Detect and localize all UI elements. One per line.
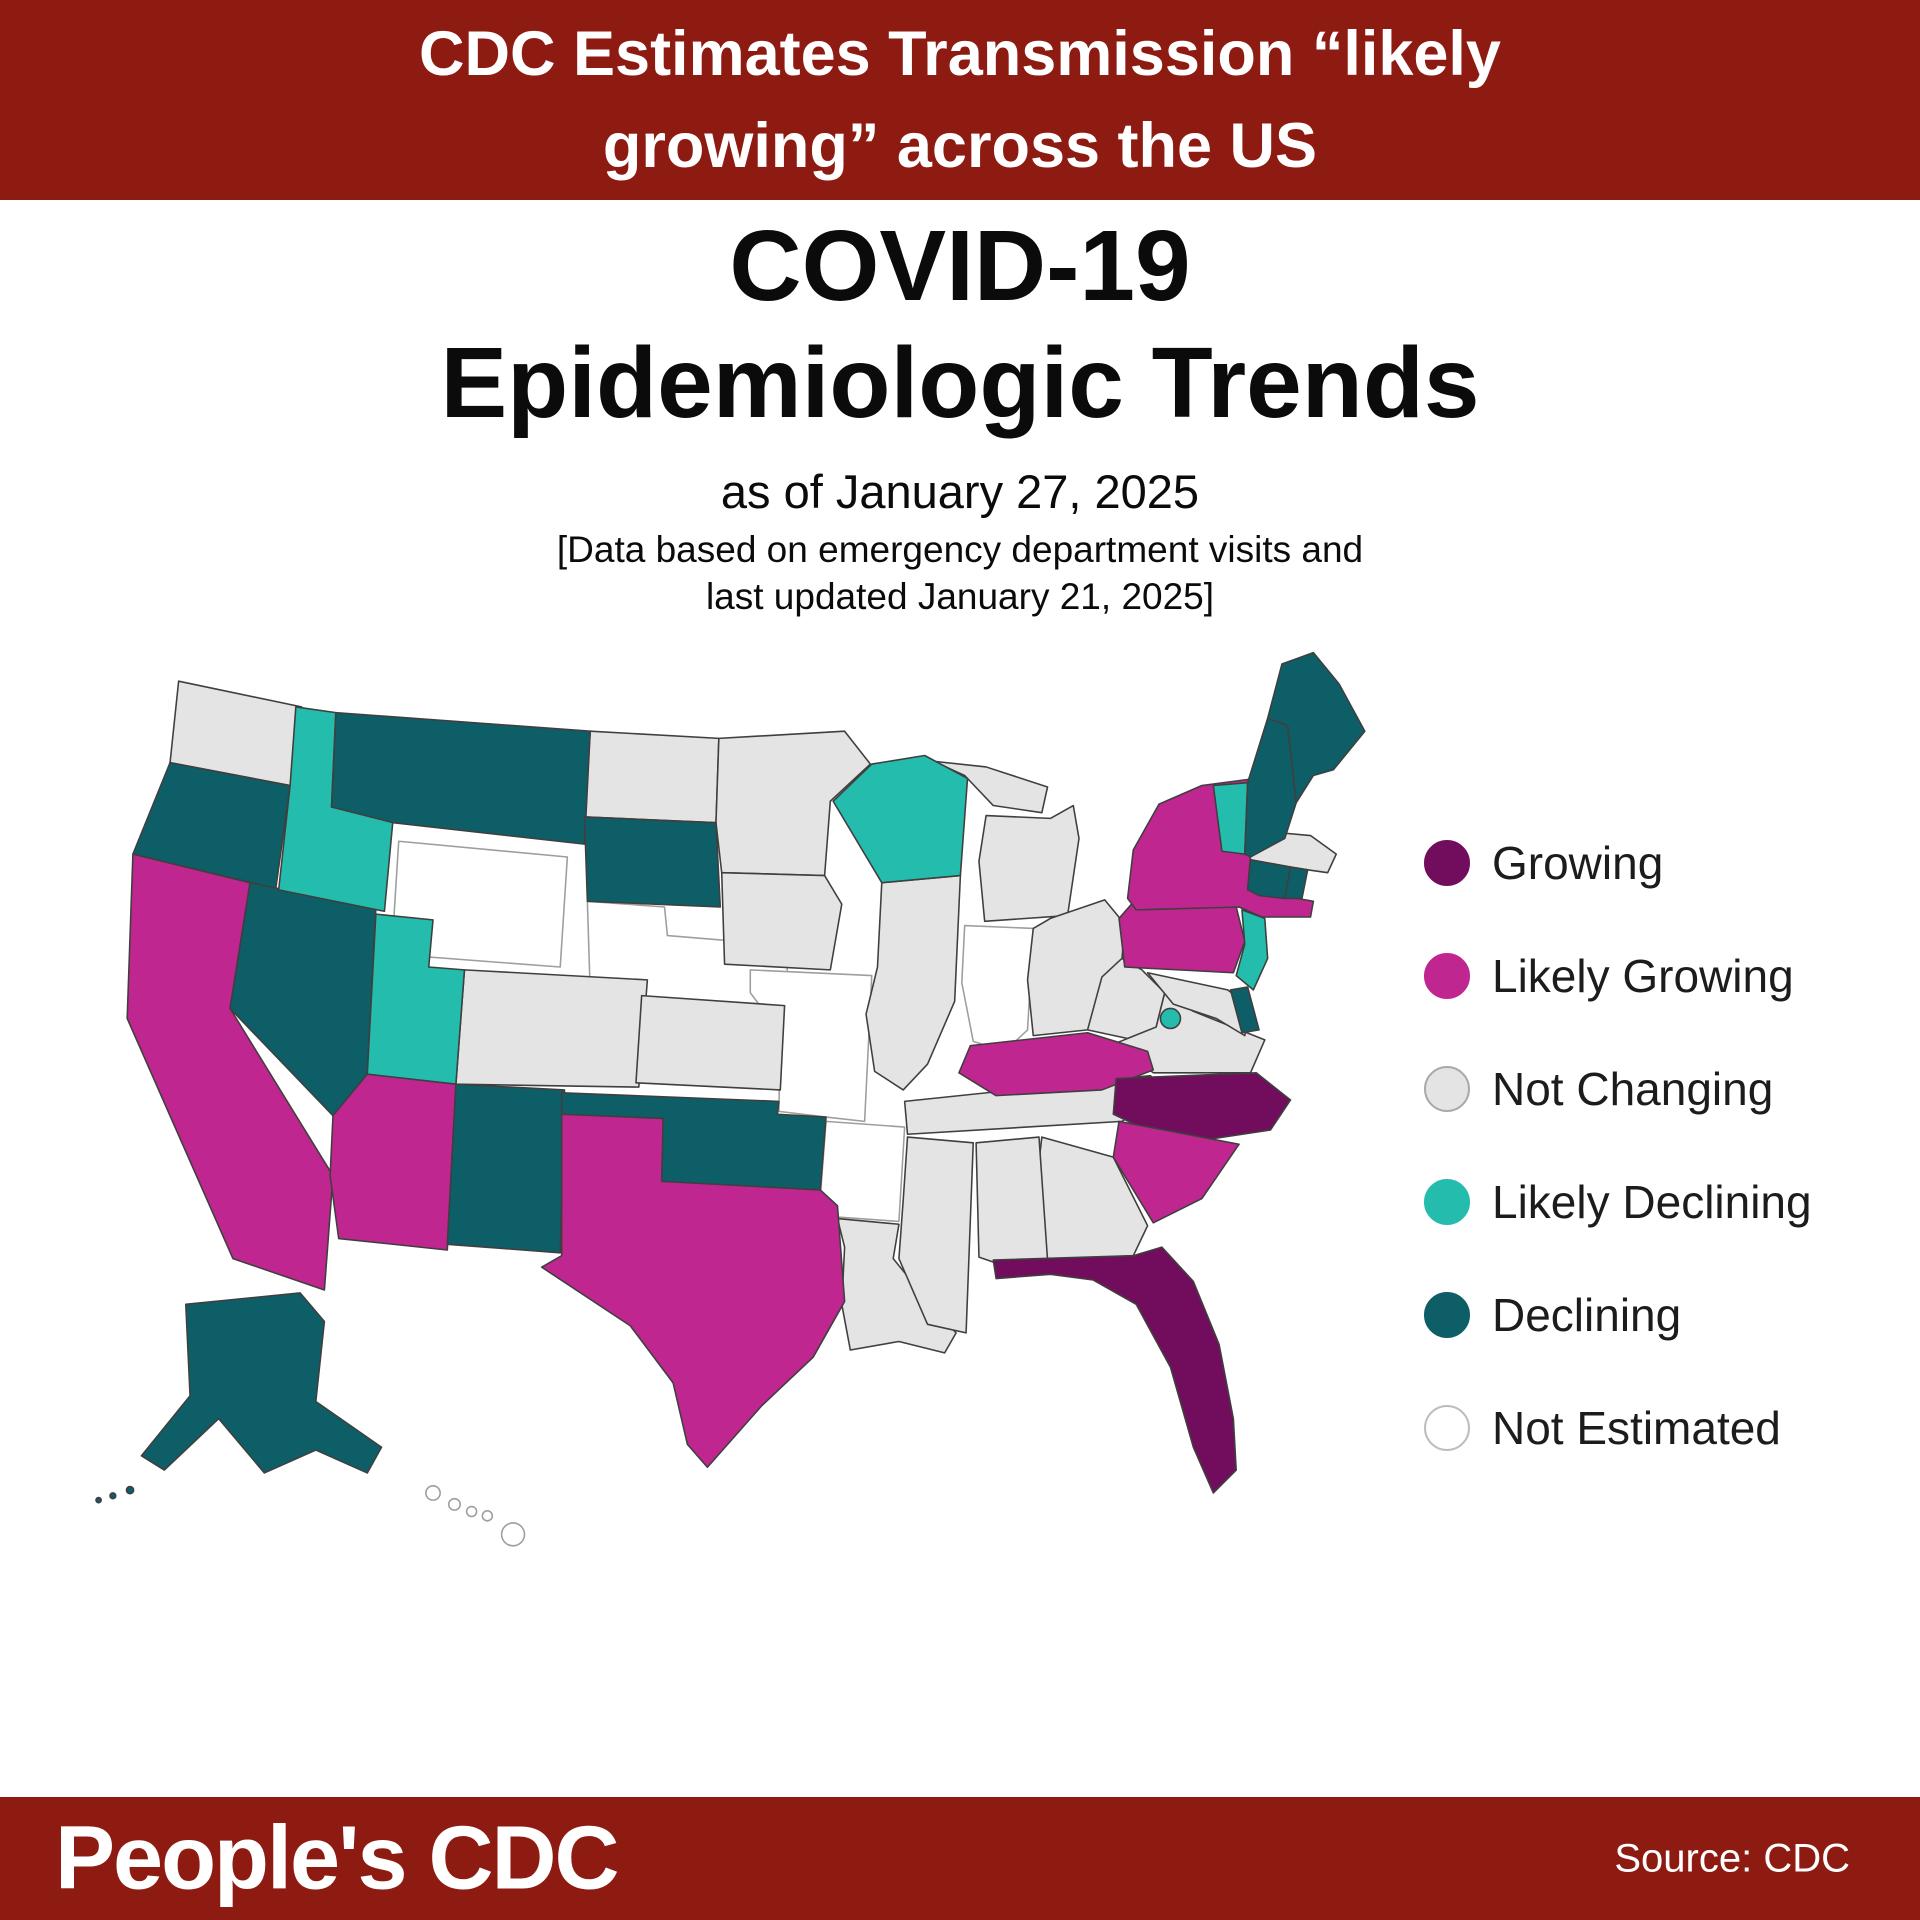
legend-swatch-growing xyxy=(1424,839,1470,886)
legend: Growing Likely Growing Not Changing Likely … xyxy=(1424,806,1812,1484)
source-credit: Source: CDC xyxy=(1614,1836,1850,1880)
state-NC xyxy=(1112,1071,1292,1146)
legend-label-not_estimated: Not Estimated xyxy=(1492,1401,1781,1454)
state-KS xyxy=(635,994,786,1091)
legend-label-declining: Declining xyxy=(1492,1288,1682,1341)
banner-headline-line1: CDC Estimates Transmission “likely xyxy=(419,19,1501,89)
state-MD xyxy=(1146,971,1252,1037)
page-title-line2: Epidemiologic Trends xyxy=(440,327,1480,439)
state-DC xyxy=(1159,1007,1182,1030)
state-ND xyxy=(583,730,720,824)
banner-headline-line2: growing” across the US xyxy=(602,111,1318,181)
page-title-line1: COVID-19 xyxy=(729,210,1191,322)
legend-label-growing: Growing xyxy=(1492,836,1664,889)
top-banner: CDC Estimates Transmission “likely growi… xyxy=(0,0,1920,200)
legend-item-declining: Declining xyxy=(1424,1258,1812,1371)
state-DE xyxy=(1229,986,1260,1034)
legend-item-growing: Growing xyxy=(1424,806,1812,919)
state-HI xyxy=(425,1485,526,1547)
state-IL xyxy=(865,874,962,1091)
state-NJ xyxy=(1235,909,1269,991)
legend-item-likely_declining: Likely Declining xyxy=(1424,1145,1812,1258)
state-SD xyxy=(583,816,722,908)
footer-banner: People's CDC Source: CDC xyxy=(0,1797,1920,1920)
state-FL xyxy=(992,1246,1237,1494)
legend-swatch-likely_growing xyxy=(1424,952,1470,999)
state-CO xyxy=(455,969,649,1088)
state-MI xyxy=(932,760,1080,923)
state-MT xyxy=(330,711,592,845)
state-AL xyxy=(975,1136,1049,1271)
state-AZ xyxy=(329,1073,457,1251)
data-note: [Data based on emergency department visi… xyxy=(0,526,1920,620)
state-MS xyxy=(898,1136,975,1334)
state-RI xyxy=(1284,866,1309,900)
state-TX xyxy=(540,1113,846,1469)
us-choropleth-map xyxy=(95,651,1366,1547)
state-IN xyxy=(961,924,1035,1053)
legend-item-not_changing: Not Changing xyxy=(1424,1032,1812,1145)
legend-item-not_estimated: Not Estimated xyxy=(1424,1371,1812,1484)
title-block: COVID-19 Epidemiologic Trends as of Janu… xyxy=(0,208,1920,620)
legend-label-likely_declining: Likely Declining xyxy=(1492,1175,1812,1228)
legend-swatch-not_changing xyxy=(1424,1065,1470,1112)
state-CT xyxy=(1246,859,1292,900)
legend-swatch-declining xyxy=(1424,1291,1470,1338)
legend-item-likely_growing: Likely Growing xyxy=(1424,919,1812,1032)
state-NM xyxy=(446,1083,566,1254)
data-note-line1: [Data based on emergency department visi… xyxy=(556,529,1364,570)
state-ME xyxy=(1266,651,1366,804)
brand-logo: People's CDC xyxy=(55,1808,620,1908)
legend-swatch-not_estimated xyxy=(1424,1404,1470,1451)
subtitle-date: as of January 27, 2025 xyxy=(720,465,1200,518)
state-AK xyxy=(95,1292,383,1504)
legend-label-likely_growing: Likely Growing xyxy=(1492,949,1794,1002)
legend-label-not_changing: Not Changing xyxy=(1492,1062,1774,1115)
state-IA xyxy=(720,871,843,971)
state-WI xyxy=(832,754,969,884)
legend-swatch-likely_declining xyxy=(1424,1178,1470,1225)
state-SC xyxy=(1112,1120,1240,1224)
data-note-line2: last updated January 21, 2025] xyxy=(705,576,1215,617)
